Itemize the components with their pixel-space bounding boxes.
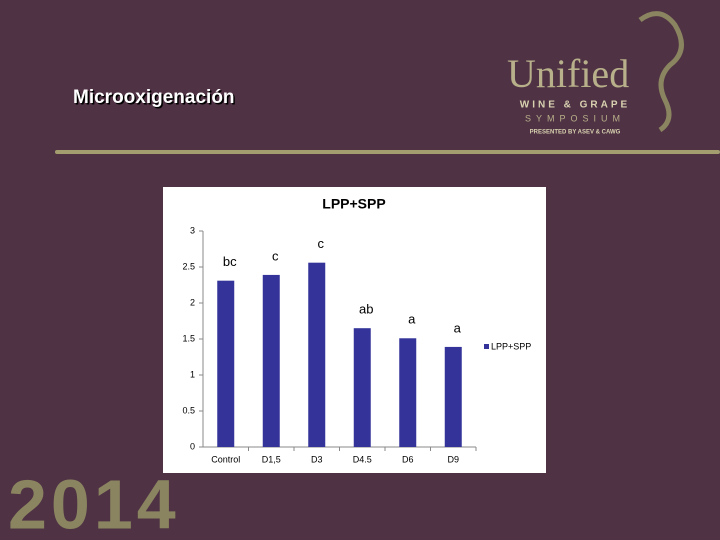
plot: 0 0.5 1 1.5 2 2.5 3 Control bc D1,5 c D3 c D4.5 ab D6 a D… <box>182 225 531 464</box>
x-tick-label: D9 <box>447 454 459 464</box>
logo-line: PRESENTED BY ASEV & CAWG <box>530 130 621 136</box>
year: 2014 <box>8 465 180 540</box>
legend-label: LPP+SPP <box>491 341 531 351</box>
divider <box>55 150 720 154</box>
y-tick-label: 0.5 <box>182 405 195 415</box>
logo-name: Unified <box>507 51 629 96</box>
x-tick-label: D1,5 <box>262 454 281 464</box>
annotation: c <box>272 248 279 263</box>
chart-title: LPP+SPP <box>322 196 385 212</box>
y-tick-label: 1.5 <box>182 333 195 343</box>
bar <box>399 338 417 447</box>
legend-swatch <box>484 344 489 349</box>
bar <box>353 328 371 447</box>
x-tick-label: D4.5 <box>353 454 372 464</box>
y-tick-label: 2 <box>190 297 195 307</box>
annotation: bc <box>223 254 237 269</box>
y-tick-label: 3 <box>190 225 195 235</box>
slide-title-shadow: Microoxigenación <box>75 89 237 110</box>
y-tick-label: 0 <box>190 441 195 451</box>
bar <box>262 274 280 447</box>
bar <box>308 262 326 447</box>
annotation: a <box>408 312 416 327</box>
x-tick-label: D3 <box>311 454 323 464</box>
y-tick-label: 1 <box>190 369 195 379</box>
logo-line: SYMPOSIUM <box>525 113 625 123</box>
slide-title: Microoxigenación <box>73 87 235 108</box>
logo-vine <box>638 11 684 133</box>
x-tick-label: D6 <box>402 454 414 464</box>
bar <box>217 280 235 447</box>
y-tick-label: 2.5 <box>182 261 195 271</box>
annotation: ab <box>359 302 373 317</box>
logo-line: WINE & GRAPE <box>520 100 630 111</box>
annotation: c <box>318 236 325 251</box>
bar <box>444 346 462 447</box>
annotation: a <box>454 320 462 335</box>
x-tick-label: Control <box>211 454 240 464</box>
